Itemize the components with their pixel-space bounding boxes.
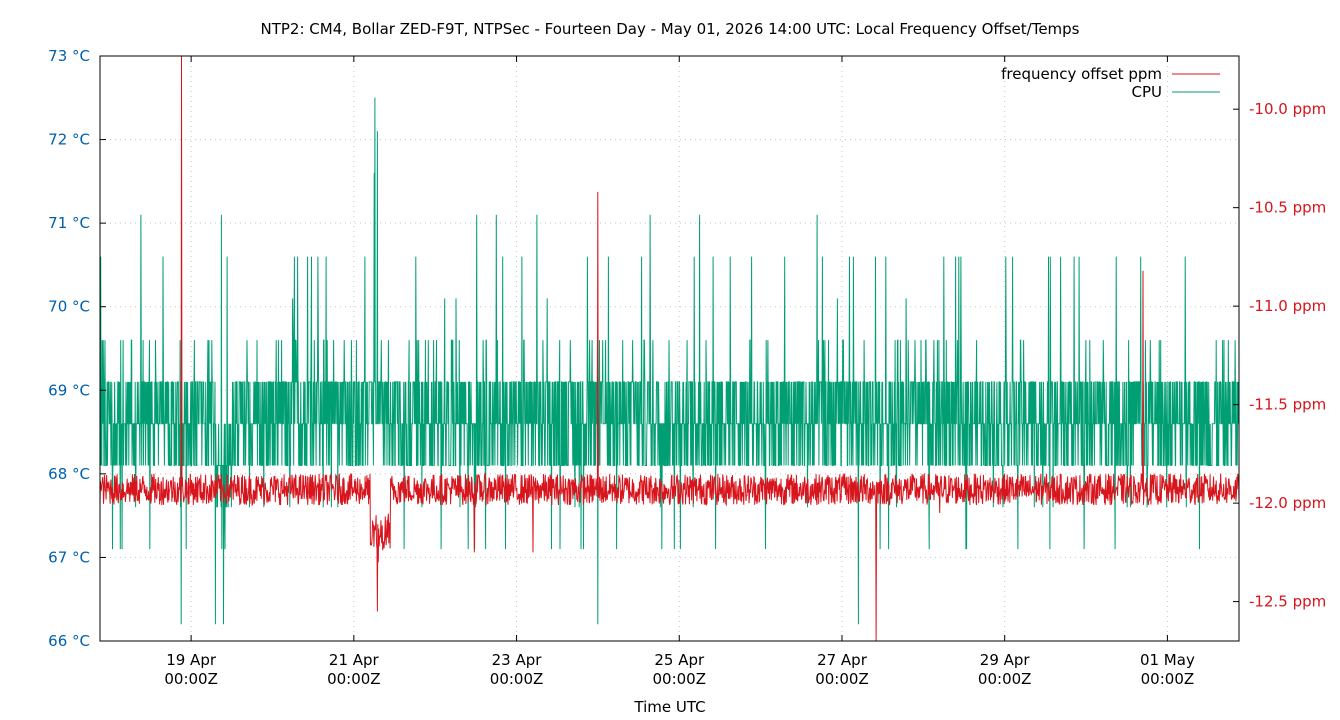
x-tick-label-time: 00:00Z xyxy=(164,670,218,688)
frequency-offset-line xyxy=(99,55,1240,642)
x-tick-label-time: 00:00Z xyxy=(978,670,1032,688)
y-left-tick-label: 73 °C xyxy=(48,47,90,65)
y-left-tick-label: 67 °C xyxy=(48,548,90,566)
x-tick-label-date: 21 Apr xyxy=(329,651,380,669)
series-frequency-offset xyxy=(99,55,1240,642)
legend-label-cpu: CPU xyxy=(1132,83,1163,101)
legend-label-frequency: frequency offset ppm xyxy=(1001,65,1162,83)
legend: frequency offset ppm CPU xyxy=(1001,65,1220,101)
y-left-tick-label: 68 °C xyxy=(48,465,90,483)
x-tick-label-time: 00:00Z xyxy=(490,670,544,688)
y-right-tick-label: -11.0 ppm xyxy=(1249,297,1326,315)
series-cpu xyxy=(99,97,1240,625)
x-tick-label-time: 00:00Z xyxy=(327,670,381,688)
y-left-tick-label: 72 °C xyxy=(48,131,90,149)
x-tick-label-date: 29 Apr xyxy=(980,651,1031,669)
cpu-line xyxy=(99,97,1240,625)
x-axis-label: Time UTC xyxy=(633,698,705,716)
x-tick-label-time: 00:00Z xyxy=(653,670,707,688)
x-tick-label-date: 25 Apr xyxy=(654,651,705,669)
x-tick-label-date: 01 May xyxy=(1140,651,1195,669)
plot-frame xyxy=(99,55,1240,642)
x-tick-label-time: 00:00Z xyxy=(1141,670,1195,688)
x-tick-label-date: 23 Apr xyxy=(492,651,543,669)
y-left-tick-label: 71 °C xyxy=(48,214,90,232)
y-axis-left: 66 °C 67 °C 68 °C 69 °C 70 °C 71 °C 72 °C 73 °C xyxy=(48,47,106,650)
chart-title: NTP2: CM4, Bollar ZED-F9T, NTPSec - Four… xyxy=(260,20,1079,38)
y-right-tick-label: -11.5 ppm xyxy=(1249,396,1326,414)
x-tick-label-date: 27 Apr xyxy=(817,651,868,669)
y-right-tick-label: -10.5 ppm xyxy=(1249,199,1326,217)
y-right-tick-label: -10.0 ppm xyxy=(1249,100,1326,118)
y-left-tick-label: 66 °C xyxy=(48,632,90,650)
y-axis-right: -10.0 ppm -10.5 ppm -11.0 ppm -11.5 ppm -12.… xyxy=(1233,100,1326,611)
x-tick-label-date: 19 Apr xyxy=(166,651,217,669)
y-right-tick-label: -12.5 ppm xyxy=(1249,593,1326,611)
y-left-tick-label: 69 °C xyxy=(48,381,90,399)
y-left-tick-label: 70 °C xyxy=(48,298,90,316)
x-tick-label-time: 00:00Z xyxy=(815,670,869,688)
y-right-tick-label: -12.0 ppm xyxy=(1249,494,1326,512)
